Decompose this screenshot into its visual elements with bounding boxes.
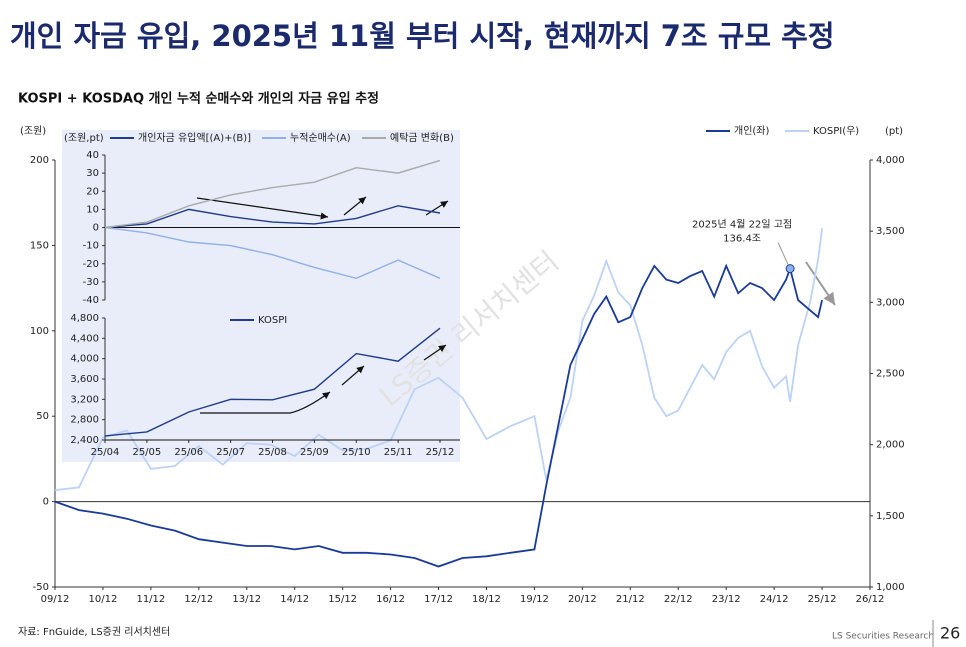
y-tick-label: 4,000	[70, 354, 99, 365]
legend-label: 개인자금 유입액[(A)+(B)]	[138, 131, 251, 144]
x-tick-label: 16/12	[376, 594, 405, 605]
x-tick-label: 10/12	[89, 594, 118, 605]
legend-label: KOSPI(우)	[813, 125, 859, 137]
x-tick-label: 25/07	[216, 447, 245, 458]
footer-brand: LS Securities Research	[832, 632, 934, 642]
series-line	[104, 226, 441, 280]
y-tick-label: -40	[83, 295, 99, 306]
annotation-leader	[777, 242, 789, 265]
y-tick-label: 0	[43, 497, 49, 508]
x-tick-label: 25/12	[426, 447, 455, 458]
x-tick-label: 25/12	[808, 594, 837, 605]
y-tick-label: 2,400	[70, 435, 99, 446]
page-title: 개인 자금 유입, 2025년 11월 부터 시작, 현재까지 7조 규모 추정	[10, 19, 835, 53]
annotation-text: 2025년 4월 22일 고점	[692, 219, 792, 231]
x-tick-label: 14/12	[280, 594, 309, 605]
x-tick-label: 23/12	[712, 594, 741, 605]
y-tick-label: 2,800	[70, 415, 99, 426]
x-tick-label: 09/12	[41, 594, 70, 605]
y2-axis-label: (pt)	[885, 126, 903, 137]
y-tick-label: 50	[36, 411, 49, 422]
y-axis-label: (조원)	[20, 125, 46, 137]
page-number: 26	[940, 624, 960, 643]
y2-tick-label: 1,000	[876, 582, 905, 593]
x-tick-label: 15/12	[328, 594, 357, 605]
y-tick-label: 4,400	[70, 333, 99, 344]
source-note: 자료: FnGuide, LS증권 리서치센터	[18, 626, 170, 638]
y-tick-label: 200	[30, 155, 49, 166]
series-line	[54, 263, 823, 568]
x-tick-label: 11/12	[136, 594, 165, 605]
x-tick-label: 18/12	[472, 594, 501, 605]
y-tick-label: 100	[30, 326, 49, 337]
x-tick-label: 25/09	[300, 447, 329, 458]
trend-arrows	[196, 196, 836, 414]
y-tick-label: -10	[83, 241, 99, 252]
y-tick-label: -50	[33, 582, 49, 593]
legend-label: 누적순매수(A)	[290, 132, 351, 144]
legend-label: 개인(좌)	[734, 125, 770, 137]
y-tick-label: -20	[83, 259, 99, 270]
y2-tick-label: 3,500	[876, 226, 905, 237]
y-tick-label: -30	[83, 277, 99, 288]
series-line	[104, 205, 441, 229]
annotation-marker	[785, 264, 795, 274]
y2-tick-label: 2,500	[876, 369, 905, 380]
x-tick-label: 25/11	[384, 447, 413, 458]
annotation-text: 136.4조	[723, 234, 761, 245]
y-tick-label: 3,600	[70, 374, 99, 385]
series-line	[104, 159, 441, 229]
series-line	[54, 228, 823, 492]
x-tick-label: 25/04	[91, 447, 120, 458]
y2-tick-label: 4,000	[876, 155, 905, 166]
y2-tick-label: 2,000	[876, 440, 905, 451]
y-tick-label: 30	[86, 168, 99, 179]
y2-tick-label: 3,000	[876, 297, 905, 308]
x-tick-label: 22/12	[664, 594, 693, 605]
y-axis-label: (조원,pt)	[64, 132, 104, 144]
chart-subtitle: KOSPI + KOSDAQ 개인 누적 순매수와 개인의 자금 유입 추정	[18, 91, 379, 107]
x-tick-label: 20/12	[568, 594, 597, 605]
y-tick-label: 20	[86, 186, 99, 197]
y-tick-label: 10	[86, 204, 99, 215]
legend-label: KOSPI	[258, 315, 287, 326]
y2-tick-label: 1,500	[876, 511, 905, 522]
x-tick-label: 25/05	[132, 447, 161, 458]
x-tick-label: 17/12	[424, 594, 453, 605]
x-tick-label: 26/12	[856, 594, 885, 605]
x-tick-label: 25/10	[342, 447, 371, 458]
x-tick-label: 19/12	[520, 594, 549, 605]
x-tick-label: 12/12	[184, 594, 213, 605]
y-tick-label: 40	[86, 150, 99, 161]
x-tick-label: 25/08	[258, 447, 287, 458]
x-tick-label: 13/12	[232, 594, 261, 605]
x-tick-label: 24/12	[760, 594, 789, 605]
y-tick-label: 0	[93, 223, 99, 234]
y-tick-label: 3,200	[70, 394, 99, 405]
y-tick-label: 4,800	[70, 313, 99, 324]
series-line	[104, 327, 441, 437]
inset-panel	[62, 130, 460, 462]
y-tick-label: 150	[30, 240, 49, 251]
legend-label: 예탁금 변화(B)	[390, 132, 454, 144]
x-tick-label: 21/12	[616, 594, 645, 605]
x-tick-label: 25/06	[174, 447, 203, 458]
